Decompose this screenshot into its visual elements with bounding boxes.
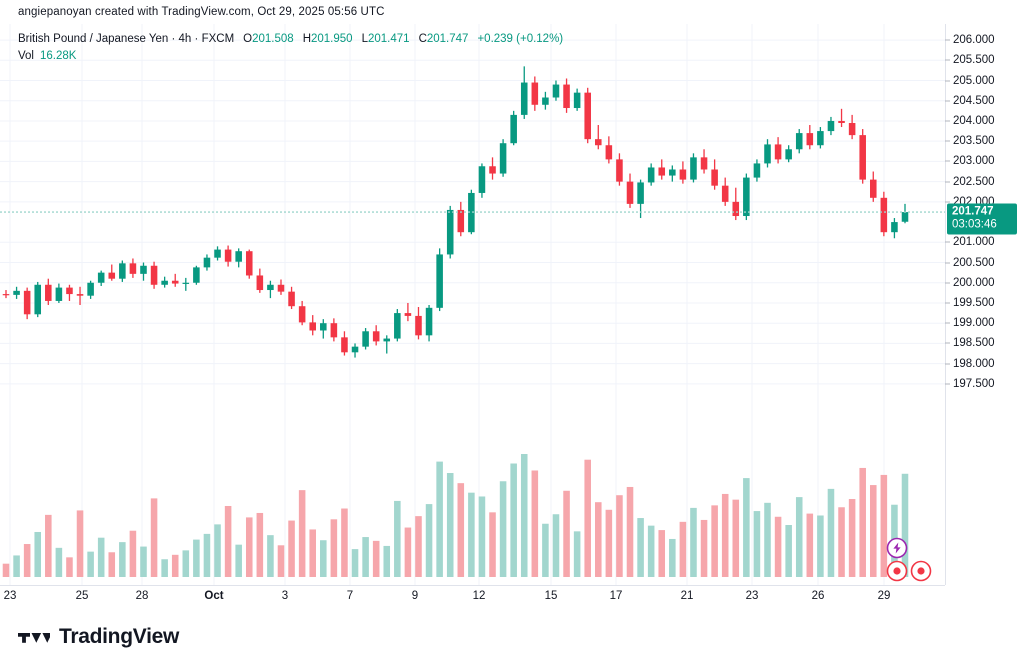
price-tick-dash (945, 302, 950, 304)
time-tick-label: 28 (135, 590, 149, 602)
price-tick-label: 198.500 (953, 337, 995, 350)
legend-close: C201.747 (419, 31, 469, 47)
legend-change: +0.239 (+0.12%) (477, 33, 564, 45)
time-tick-label: 23 (3, 590, 17, 602)
time-tick-label: 3 (281, 590, 289, 602)
current-price-value: 201.747 (952, 205, 994, 218)
legend-low-value: 201.471 (367, 33, 410, 45)
legend-low: L201.471 (362, 31, 410, 47)
time-tick-label: 26 (811, 590, 825, 602)
price-tick-dash (945, 160, 950, 162)
price-tick-dash (945, 80, 950, 81)
legend-separator-dot-2: · (194, 33, 199, 45)
legend-volume-row: Vol 16.28K (18, 48, 563, 64)
legend-volume-label: Vol (18, 50, 34, 62)
price-tick-dash (945, 100, 950, 102)
price-tick-label: 200.500 (953, 256, 995, 269)
chart-plot-area[interactable] (0, 24, 945, 585)
attribution-text: angiepanoyan created with TradingView.co… (18, 6, 385, 18)
price-tick-dash (945, 262, 950, 264)
legend-high: H201.950 (303, 31, 353, 47)
price-tick-label: 201.000 (953, 236, 995, 249)
price-tick-dash (945, 201, 950, 203)
footer-bar: TradingView (0, 609, 1024, 665)
legend-separator-dot-1: · (171, 33, 176, 45)
alert-dot-icon[interactable] (886, 560, 908, 582)
legend-close-label: C (418, 33, 427, 45)
legend-primary-row: British Pound / Japanese Yen · 4h · FXCM… (18, 31, 563, 47)
price-tick-dash (945, 241, 950, 243)
lightning-bolt-icon[interactable] (886, 537, 908, 559)
grid-lines (0, 24, 945, 585)
price-tick-label: 203.500 (953, 135, 995, 148)
chart-canvas[interactable] (0, 24, 945, 585)
time-tick-label: 12 (472, 590, 486, 602)
price-tick-label: 200.000 (953, 276, 995, 289)
price-tick-label: 199.000 (953, 317, 995, 330)
legend-open: O201.508 (243, 31, 294, 47)
current-price-badge[interactable]: 201.747 03:03:46 (947, 203, 1017, 235)
tradingview-logo-icon (18, 633, 50, 643)
legend-symbol[interactable]: British Pound / Japanese Yen (18, 33, 169, 45)
price-tick-dash (945, 181, 950, 183)
price-tick-label: 204.500 (953, 94, 995, 107)
price-tick-dash (945, 59, 950, 61)
time-tick-label: 15 (544, 590, 558, 602)
volume-bars (2, 454, 909, 577)
tradingview-wordmark: TradingView (59, 625, 180, 648)
legend-exchange: FXCM (201, 33, 235, 45)
time-tick-label: Oct (204, 590, 224, 602)
legend-high-label: H (302, 33, 311, 45)
legend-open-label: O (243, 33, 253, 45)
bar-countdown: 03:03:46 (952, 218, 997, 231)
alert-dot-icon[interactable] (910, 560, 932, 582)
time-tick-label: 9 (411, 590, 419, 602)
price-tick-dash (945, 342, 950, 344)
price-tick-dash (945, 120, 950, 122)
time-axis[interactable]: 23 25 28 Oct 3 7 9 12 15 17 21 23 26 29 (0, 585, 1024, 609)
legend-volume-value: 16.28K (40, 50, 77, 62)
time-tick-label: 29 (877, 590, 891, 602)
legend-interval[interactable]: 4h (178, 33, 192, 45)
time-tick-label: 21 (680, 590, 694, 602)
lightning-bolt-marker[interactable] (886, 537, 908, 564)
price-tick-dash (945, 322, 950, 324)
price-tick-label: 198.000 (953, 357, 995, 370)
price-tick-dash (945, 363, 950, 365)
price-axis-border (945, 24, 946, 585)
legend-low-label: L (361, 33, 368, 45)
price-tick-label: 204.000 (953, 114, 995, 127)
chart-legend: British Pound / Japanese Yen · 4h · FXCM… (18, 31, 563, 64)
tradingview-logo[interactable]: TradingView (18, 625, 179, 649)
price-tick-label: 199.500 (953, 296, 995, 309)
time-tick-label: 25 (75, 590, 89, 602)
legend-close-value: 201.747 (426, 33, 469, 45)
time-tick-label: 17 (609, 590, 623, 602)
price-tick-label: 197.500 (953, 377, 995, 390)
legend-high-value: 201.950 (311, 33, 353, 45)
legend-ohlc-group: O201.508 H201.950 L201.471 C201.747 (243, 31, 468, 47)
price-tick-dash (945, 140, 950, 142)
price-tick-dash (945, 39, 950, 41)
alert-dot-marker-2[interactable] (910, 560, 932, 587)
price-tick-dash (945, 383, 950, 385)
price-tick-label: 202.500 (953, 175, 995, 188)
price-axis[interactable]: 206.000 205.500 205.000 204.500 204.000 203.5… (945, 24, 1024, 605)
time-tick-label: 7 (346, 590, 354, 602)
candlesticks (2, 66, 909, 358)
alert-dot-marker-1[interactable] (886, 560, 908, 587)
price-tick-label: 203.000 (953, 155, 995, 168)
legend-open-value: 201.508 (252, 33, 294, 45)
price-tick-label: 205.000 (953, 74, 995, 87)
time-axis-border (0, 585, 945, 586)
price-tick-label: 206.000 (953, 34, 995, 47)
price-tick-label: 205.500 (953, 54, 995, 67)
price-tick-dash (945, 282, 950, 284)
time-tick-label: 23 (745, 590, 759, 602)
